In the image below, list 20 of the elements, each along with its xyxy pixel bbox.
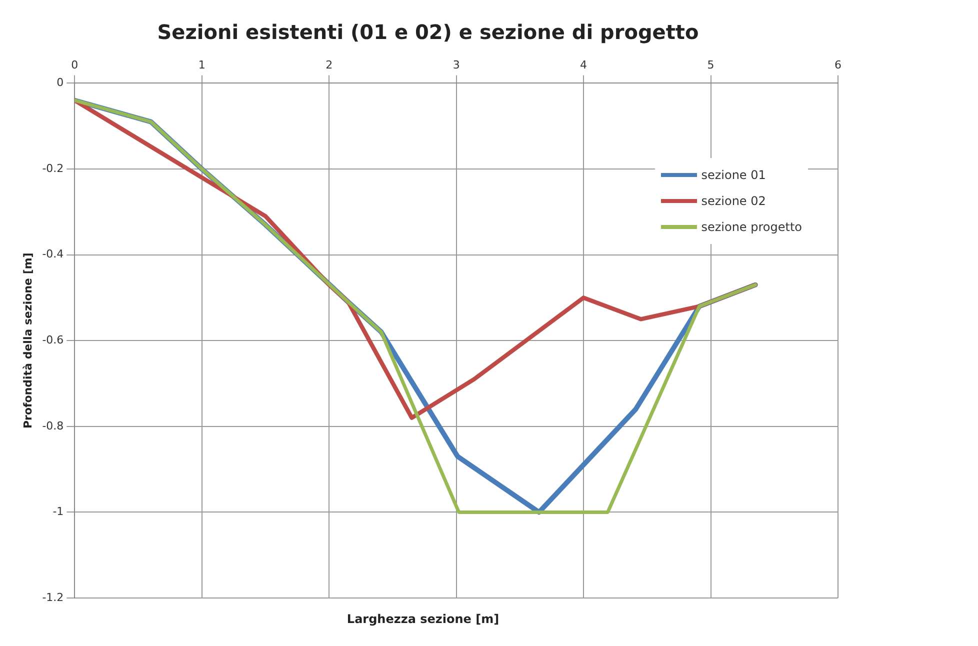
y-tick-label: -0.8 [42, 419, 64, 432]
legend-label: sezione 02 [701, 194, 766, 208]
y-tick-label: -0.2 [42, 162, 64, 175]
x-tick-label: 2 [326, 58, 333, 72]
chart-title: Sezioni esistenti (01 e 02) e sezione di progetto [157, 20, 699, 44]
x-axis-title: Larghezza sezione [m] [346, 612, 500, 626]
x-tick-label: 6 [834, 58, 842, 72]
legend-label: sezione progetto [701, 220, 802, 234]
y-tick-label: -0.6 [42, 333, 64, 346]
y-axis-title: Profondità della sezione [m] [21, 252, 34, 429]
x-tick-label: 1 [198, 58, 206, 72]
y-tick-label: -1 [52, 505, 64, 518]
y-tick-label: 0 [56, 76, 64, 90]
legend-label: sezione 01 [701, 168, 766, 182]
y-tick-label: -0.4 [42, 248, 64, 261]
x-tick-label: 0 [71, 58, 78, 72]
x-tick-label: 4 [580, 58, 588, 72]
x-tick-label: 5 [707, 58, 714, 72]
y-tick-label: -1.2 [42, 590, 64, 604]
x-tick-label: 3 [452, 58, 460, 72]
